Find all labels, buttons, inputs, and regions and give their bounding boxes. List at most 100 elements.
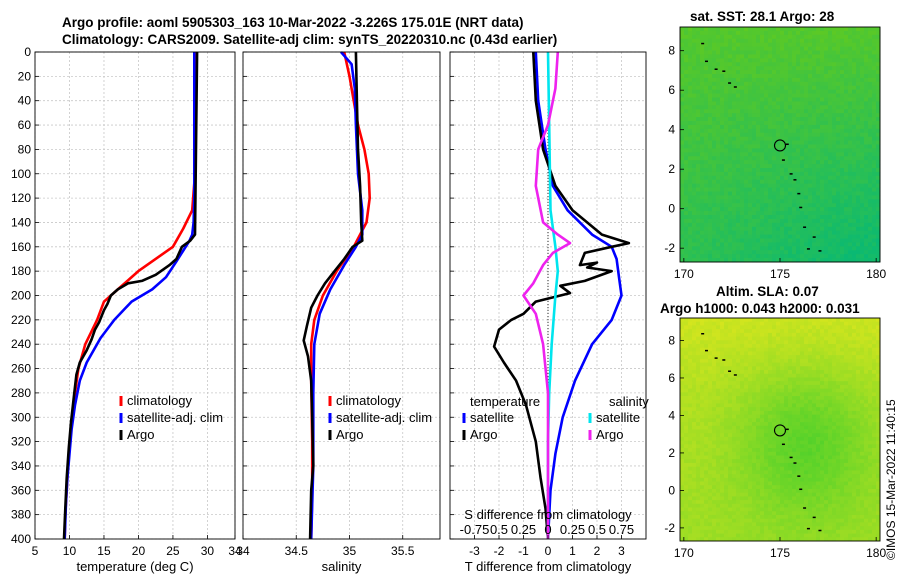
sst-map-cell <box>840 30 845 36</box>
sst-map-cell <box>852 230 857 235</box>
sst-map-cell <box>772 30 777 36</box>
sla-map-cell <box>704 392 709 397</box>
sla-map-cell <box>792 429 797 434</box>
sst-map-cell <box>820 183 825 188</box>
sla-map-cell <box>844 425 849 430</box>
sla-map-cell <box>868 340 873 345</box>
sla-map-cell <box>748 358 753 363</box>
sla-map-cell <box>788 381 793 386</box>
sst-map-cell <box>876 62 881 67</box>
sla-map-cell <box>868 370 873 375</box>
sst-map-cell <box>820 156 825 161</box>
sst-map-cell <box>836 140 841 145</box>
sst-map-cell <box>820 191 825 196</box>
sst-map-cell <box>864 121 869 126</box>
sst-map-cell <box>820 97 825 102</box>
sst-map-cell <box>716 50 721 55</box>
sst-map-cell <box>868 250 873 255</box>
sla-map-cell <box>820 344 825 349</box>
sst-map-cell <box>820 211 825 216</box>
sst-map-cell <box>756 121 761 126</box>
sst-map-cell <box>724 203 729 208</box>
sst-map-cell <box>760 156 765 161</box>
sst-map-cell <box>748 230 753 235</box>
sst-map-cell <box>876 152 881 157</box>
sst-map-cell <box>680 34 685 40</box>
sla-map-cell <box>788 321 793 326</box>
sst-map-cell <box>820 54 825 59</box>
sst-map-cell <box>720 46 725 51</box>
sst-map-cell <box>800 140 805 145</box>
sla-map-cell <box>808 355 813 360</box>
sst-map-cell <box>724 105 729 110</box>
sla-map-cell <box>864 459 869 464</box>
sst-map-cell <box>804 230 809 235</box>
sla-map-cell <box>816 321 821 326</box>
sla-map-cell <box>720 355 725 360</box>
sst-map-cell <box>788 215 793 220</box>
sst-map-cell <box>728 105 733 110</box>
sst-map-cell <box>832 140 837 145</box>
sst-map-cell <box>844 246 849 251</box>
sst-map-cell <box>780 74 785 79</box>
sst-map-cell <box>784 77 789 83</box>
sla-map-cell <box>788 355 793 360</box>
sla-map-cell <box>780 410 785 416</box>
sst-map-cell <box>772 211 777 216</box>
sst-map-cell <box>704 58 709 63</box>
sst-map-cell <box>752 238 757 243</box>
sla-map-cell <box>756 358 761 363</box>
sla-map-cell <box>844 332 849 337</box>
sla-map-cell <box>708 410 713 416</box>
sla-map-cell <box>796 429 801 434</box>
sst-map-cell <box>796 97 801 102</box>
sla-map-cell <box>868 455 873 460</box>
sst-map-cell <box>740 97 745 102</box>
sst-map-cell <box>844 93 849 98</box>
sst-map-cell <box>680 117 685 122</box>
sst-map-cell <box>700 191 705 196</box>
sla-map-cell <box>756 455 761 460</box>
sst-map-cell <box>680 215 685 220</box>
sla-map-cell <box>756 321 761 326</box>
sla-map-cell <box>848 347 853 352</box>
sst-map-cell <box>800 105 805 110</box>
sst-map-cell <box>708 117 713 122</box>
sla-map-cell <box>704 399 709 404</box>
sla-map-cell <box>768 318 773 323</box>
sst-map-cell <box>844 211 849 216</box>
sst-map-cell <box>732 81 737 87</box>
sla-map-cell <box>756 318 761 323</box>
sst-map-cell <box>708 54 713 59</box>
sla-map-cell <box>708 455 713 460</box>
sst-map-cell <box>740 34 745 40</box>
sla-map-cell <box>776 455 781 460</box>
sst-map-cell <box>692 258 697 263</box>
sst-map-cell <box>736 156 741 161</box>
sst-map-cell <box>852 187 857 192</box>
sla-map-cell <box>756 462 761 468</box>
sla-map-cell <box>764 373 769 378</box>
sla-map-cell <box>840 422 845 427</box>
sla-map-cell <box>812 373 817 378</box>
sst-map-cell <box>836 218 841 224</box>
sst-map-cell <box>784 179 789 185</box>
sst-map-cell <box>828 191 833 196</box>
sst-map-cell <box>788 62 793 67</box>
sst-map-cell <box>740 117 745 122</box>
sla-map-cell <box>764 444 769 449</box>
sla-map-cell <box>756 422 761 427</box>
sst-map-cell <box>860 117 865 122</box>
sla-map-cell <box>708 392 713 397</box>
sst-map-cell <box>840 195 845 200</box>
sla-map-cell <box>764 325 769 330</box>
sst-map-cell <box>772 175 777 181</box>
sst-map-cell <box>712 27 717 32</box>
sla-map-cell <box>828 422 833 427</box>
sst-map-cell <box>752 254 757 259</box>
sla-map-cell <box>872 448 877 453</box>
sla-map-cell <box>760 392 765 397</box>
sla-map-cell <box>780 418 785 423</box>
sla-map-cell <box>784 321 789 326</box>
sst-map-cell <box>720 250 725 255</box>
